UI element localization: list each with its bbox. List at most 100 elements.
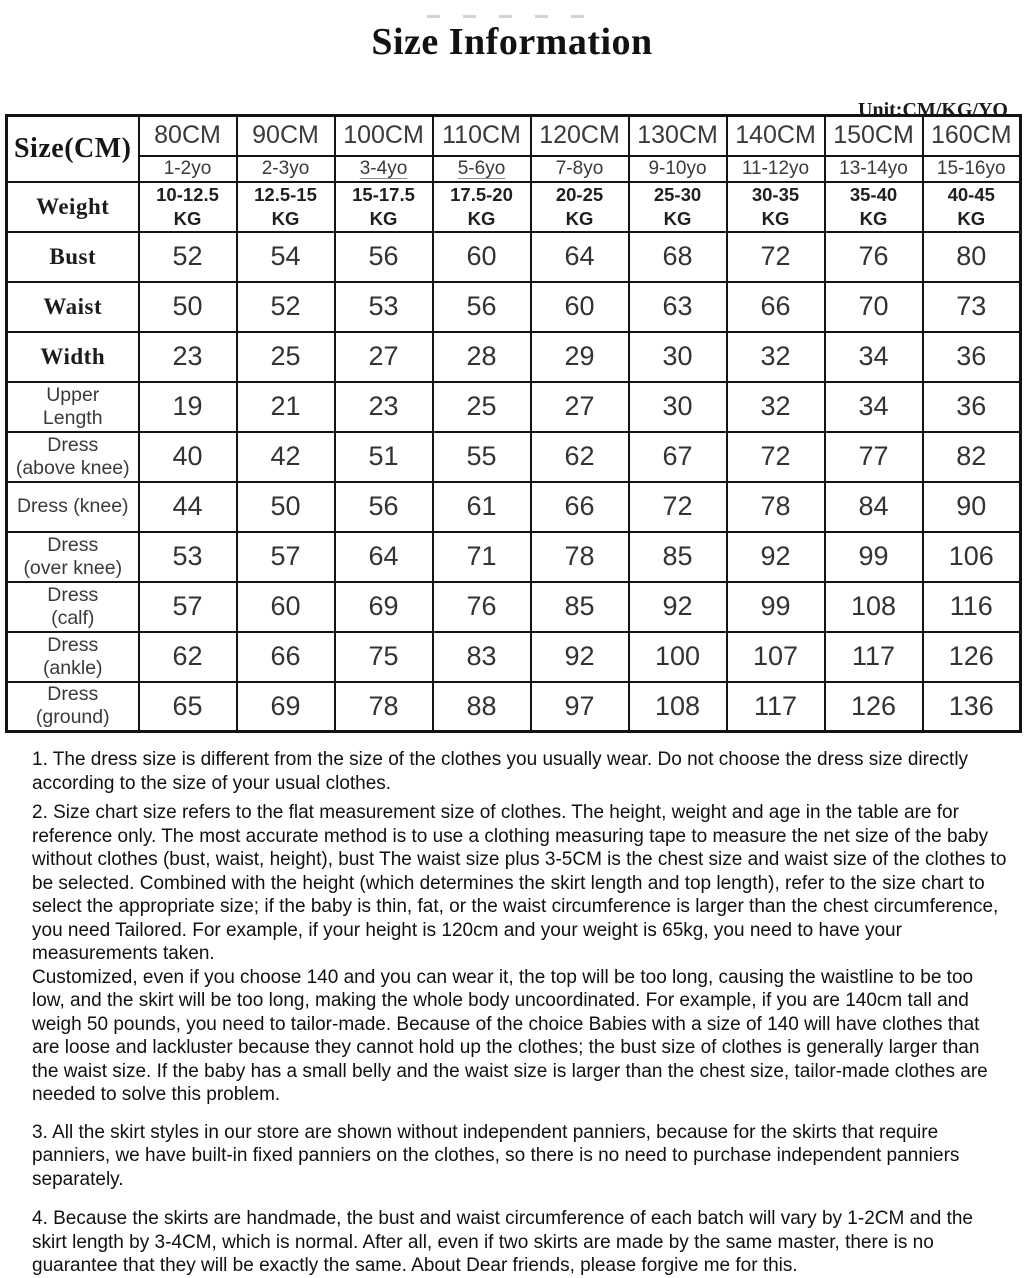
size-value-cell: 106	[921, 530, 1022, 583]
size-value-cell: 78	[725, 480, 826, 533]
size-value-cell: 66	[725, 280, 826, 333]
col-age-header: 5-6yo	[431, 154, 532, 183]
table-row: Bust 52 54 56 60 64 68 72 76 80	[5, 230, 1022, 283]
note-2-part-2: Customized, even if you choose 140 and y…	[32, 966, 988, 1106]
row-label: Dress (ground)	[5, 680, 140, 733]
size-value-cell: 10-12.5 KG	[137, 180, 238, 233]
size-value-cell: 56	[431, 280, 532, 333]
size-value-cell: 116	[921, 580, 1022, 633]
size-value-cell: 85	[529, 580, 630, 633]
col-size-header: 140CM	[725, 114, 826, 157]
size-value-cell: 69	[235, 680, 336, 733]
size-value-cell: 69	[333, 580, 434, 633]
size-value-cell: 108	[627, 680, 728, 733]
size-value-cell: 88	[431, 680, 532, 733]
size-value-cell: 51	[333, 430, 434, 483]
size-value-cell: 30	[627, 330, 728, 383]
size-value-cell: 84	[823, 480, 924, 533]
size-value-cell: 117	[823, 630, 924, 683]
col-size-header: 130CM	[627, 114, 728, 157]
col-size-header: 150CM	[823, 114, 924, 157]
size-value-cell: 75	[333, 630, 434, 683]
size-value-cell: 44	[137, 480, 238, 533]
size-value-cell: 77	[823, 430, 924, 483]
note-3: 3. All the skirt styles in our store are…	[32, 1121, 960, 1190]
size-value-cell: 99	[725, 580, 826, 633]
size-value-cell: 23	[333, 380, 434, 433]
size-value-cell: 60	[529, 280, 630, 333]
table-row: Dress (knee) 44 50 56 61 66 72 78 84 90	[5, 480, 1022, 533]
size-value-cell: 100	[627, 630, 728, 683]
size-value-cell: 54	[235, 230, 336, 283]
size-value-cell: 108	[823, 580, 924, 633]
size-value-cell: 57	[235, 530, 336, 583]
size-value-cell: 73	[921, 280, 1022, 333]
col-age-header: 9-10yo	[627, 154, 728, 183]
size-value-cell: 72	[725, 230, 826, 283]
row-label: Bust	[5, 230, 140, 283]
note-1: 1. The dress size is different from the …	[32, 749, 969, 794]
size-corner-label: Size(CM)	[5, 114, 140, 183]
size-value-cell: 78	[529, 530, 630, 583]
size-value-cell: 21	[235, 380, 336, 433]
size-value-cell: 82	[921, 430, 1022, 483]
note-2-part-1: 2. Size chart size refers to the flat me…	[32, 802, 1007, 964]
size-value-cell: 25-30 KG	[627, 180, 728, 233]
size-value-cell: 92	[725, 530, 826, 583]
size-value-cell: 97	[529, 680, 630, 733]
cropped-watermark-artifact	[427, 15, 597, 18]
size-value-cell: 53	[137, 530, 238, 583]
size-value-cell: 107	[725, 630, 826, 683]
size-value-cell: 40-45 KG	[921, 180, 1022, 233]
size-value-cell: 36	[921, 330, 1022, 383]
notes-section: 1. The dress size is different from the …	[32, 748, 1010, 1278]
row-label: Dress (over knee)	[5, 530, 140, 583]
note-2: 2. Size chart size refers to the flat me…	[32, 801, 1010, 1107]
size-value-cell: 32	[725, 330, 826, 383]
size-value-cell: 66	[235, 630, 336, 683]
size-value-cell: 71	[431, 530, 532, 583]
size-value-cell: 57	[137, 580, 238, 633]
size-value-cell: 50	[235, 480, 336, 533]
size-value-cell: 15-17.5 KG	[333, 180, 434, 233]
size-value-cell: 126	[921, 630, 1022, 683]
size-value-cell: 92	[529, 630, 630, 683]
col-size-header: 160CM	[921, 114, 1022, 157]
table-row: Dress (ground) 65 69 78 88 97 108 117 126 136	[5, 680, 1022, 733]
size-value-cell: 99	[823, 530, 924, 583]
row-label: Waist	[5, 280, 140, 333]
size-value-cell: 90	[921, 480, 1022, 533]
size-table: Size(CM) 80CM 90CM 100CM 110CM 120CM 130CM 140C…	[5, 114, 1022, 733]
col-age-header: 11-12yo	[725, 154, 826, 183]
size-value-cell: 20-25 KG	[529, 180, 630, 233]
col-age-header: 2-3yo	[235, 154, 336, 183]
size-value-cell: 64	[529, 230, 630, 283]
size-value-cell: 55	[431, 430, 532, 483]
row-label: Dress (calf)	[5, 580, 140, 633]
size-value-cell: 40	[137, 430, 238, 483]
size-value-cell: 60	[235, 580, 336, 633]
size-value-cell: 126	[823, 680, 924, 733]
size-value-cell: 17.5-20 KG	[431, 180, 532, 233]
size-value-cell: 72	[627, 480, 728, 533]
size-value-cell: 68	[627, 230, 728, 283]
size-value-cell: 32	[725, 380, 826, 433]
size-value-cell: 29	[529, 330, 630, 383]
size-value-cell: 64	[333, 530, 434, 583]
size-value-cell: 60	[431, 230, 532, 283]
size-value-cell: 67	[627, 430, 728, 483]
table-row: Width 23 25 27 28 29 30 32 34 36	[5, 330, 1022, 383]
size-value-cell: 63	[627, 280, 728, 333]
table-row: Dress (above knee) 40 42 51 55 62 67 72 77 82	[5, 430, 1022, 483]
size-value-cell: 19	[137, 380, 238, 433]
table-row: Weight 10-12.5 KG 12.5-15 KG 15-17.5 KG 17.5…	[5, 180, 1022, 233]
size-value-cell: 85	[627, 530, 728, 583]
size-value-cell: 28	[431, 330, 532, 383]
size-value-cell: 52	[137, 230, 238, 283]
row-label: Weight	[5, 180, 140, 233]
size-value-cell: 50	[137, 280, 238, 333]
size-value-cell: 70	[823, 280, 924, 333]
size-value-cell: 62	[529, 430, 630, 483]
col-age-header: 15-16yo	[921, 154, 1022, 183]
size-value-cell: 56	[333, 230, 434, 283]
